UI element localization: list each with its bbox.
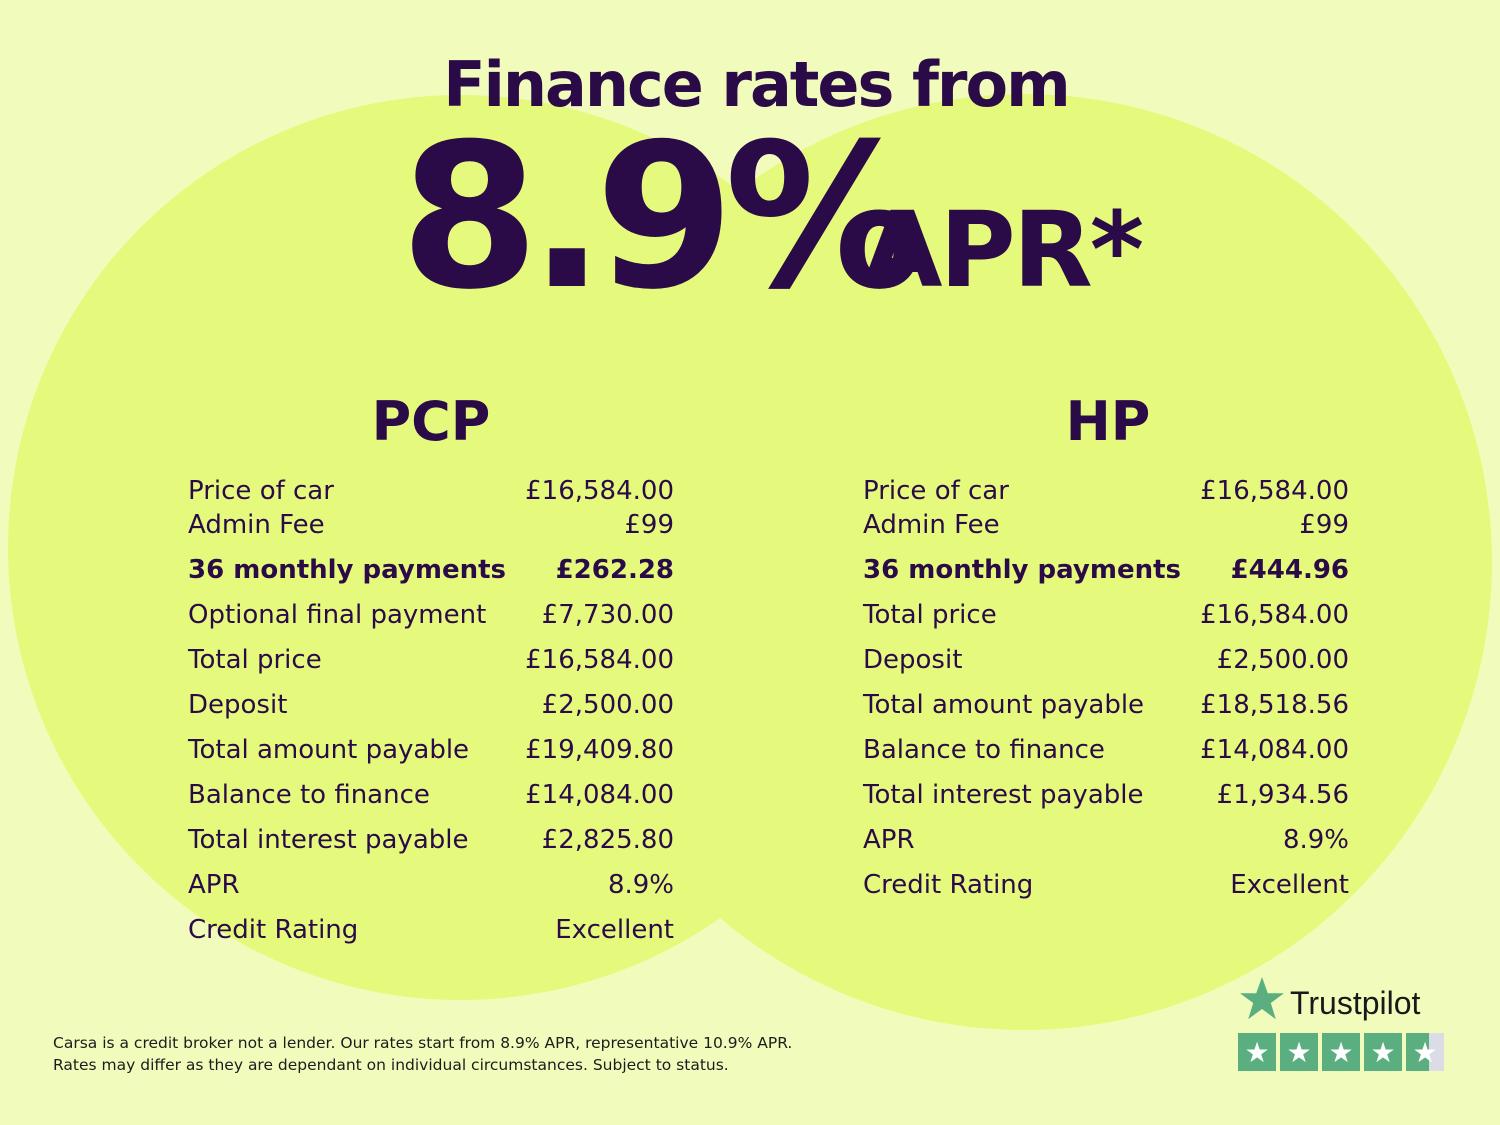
rating-star-icon: ★: [1238, 1033, 1276, 1071]
rate-value: 8.9%: [400, 101, 925, 334]
row-value: £19,409.80: [525, 735, 674, 765]
table-row: Total amount payable £19,409.80: [188, 735, 674, 780]
pcp-title: PCP: [371, 390, 491, 453]
row-label: Total price: [188, 645, 322, 675]
row-value: 8.9%: [607, 870, 674, 900]
row-label: Admin Fee: [863, 510, 1000, 540]
row-value: £7,730.00: [541, 600, 674, 630]
row-label: Total amount payable: [863, 690, 1145, 720]
table-row: Deposit £2,500.00: [188, 690, 674, 735]
row-label: 36 monthly payments: [863, 555, 1181, 585]
row-value: £18,518.56: [1200, 690, 1349, 720]
row-value: £16,584.00: [525, 645, 674, 675]
row-label: APR: [188, 870, 240, 900]
row-label: Total interest payable: [188, 825, 469, 855]
table-row: Balance to finance £14,084.00: [863, 735, 1349, 780]
row-value: £14,084.00: [525, 780, 674, 810]
row-label: Total price: [863, 600, 997, 630]
table-row: Total price £16,584.00: [863, 600, 1349, 645]
row-label: Deposit: [188, 690, 288, 720]
trustpilot-star-icon: [1240, 977, 1284, 1020]
row-value: £16,584.00: [1200, 600, 1349, 630]
rate-suffix: APR*: [862, 189, 1144, 311]
rating-star-icon: ★: [1364, 1033, 1402, 1071]
headline: Finance rates from: [443, 48, 1070, 121]
row-value: £262.28: [555, 555, 674, 585]
table-row: APR 8.9%: [188, 870, 674, 915]
row-label: Credit Rating: [188, 915, 359, 945]
row-value: 8.9%: [1282, 825, 1349, 855]
row-value: £14,084.00: [1200, 735, 1349, 765]
rating-star-icon: ★: [1322, 1033, 1360, 1071]
row-value: £99: [1299, 510, 1349, 540]
decor-circle-right: [556, 94, 1492, 1030]
row-value: £2,825.80: [541, 825, 674, 855]
row-label: 36 monthly payments: [188, 555, 506, 585]
row-label: Optional final payment: [188, 600, 487, 630]
row-label: Total interest payable: [863, 780, 1144, 810]
table-row: Price of car £16,584.00: [863, 476, 1349, 510]
table-row: Price of car £16,584.00: [188, 476, 674, 510]
row-label: Balance to finance: [188, 780, 430, 810]
disclaimer-line: Carsa is a credit broker not a lender. O…: [53, 1034, 793, 1052]
table-row: Admin Fee £99: [863, 510, 1349, 555]
hp-title: HP: [1065, 390, 1151, 453]
row-label: Deposit: [863, 645, 963, 675]
pcp-table: Price of car £16,584.00 Admin Fee £99 36 mon…: [188, 476, 674, 960]
row-value: £99: [624, 510, 674, 540]
table-row: Admin Fee £99: [188, 510, 674, 555]
rating-star-icon: ★: [1406, 1033, 1444, 1071]
disclaimer: Carsa is a credit broker not a lender. O…: [53, 1032, 792, 1076]
table-row: Optional final payment £7,730.00: [188, 600, 674, 645]
row-label: Price of car: [863, 476, 1009, 506]
table-row: Total interest payable £1,934.56: [863, 780, 1349, 825]
table-row: Total amount payable £18,518.56: [863, 690, 1349, 735]
table-row: APR 8.9%: [863, 825, 1349, 870]
row-label: Credit Rating: [863, 870, 1034, 900]
table-row: Balance to finance £14,084.00: [188, 780, 674, 825]
row-value: £2,500.00: [541, 690, 674, 720]
trustpilot-badge[interactable]: Trustpilot ★ ★ ★ ★ ★: [1238, 975, 1444, 1071]
row-label: Balance to finance: [863, 735, 1105, 765]
row-value: £16,584.00: [525, 476, 674, 506]
hp-table: Price of car £16,584.00 Admin Fee £99 36 mon…: [863, 476, 1349, 915]
table-row: Total price £16,584.00: [188, 645, 674, 690]
row-value: Excellent: [1230, 870, 1349, 900]
row-value: £2,500.00: [1216, 645, 1349, 675]
table-row: 36 monthly payments £444.96: [863, 555, 1349, 600]
row-value: £444.96: [1230, 555, 1349, 585]
trustpilot-name: Trustpilot: [1290, 985, 1421, 1021]
table-row: Credit Rating Excellent: [863, 870, 1349, 915]
row-value: Excellent: [555, 915, 674, 945]
table-row: 36 monthly payments £262.28: [188, 555, 674, 600]
rating-star-icon: ★: [1280, 1033, 1318, 1071]
row-label: Total amount payable: [188, 735, 470, 765]
trustpilot-rating: ★ ★ ★ ★ ★: [1238, 1033, 1444, 1071]
table-row: Credit Rating Excellent: [188, 915, 674, 960]
row-value: £1,934.56: [1216, 780, 1349, 810]
row-label: APR: [863, 825, 915, 855]
row-label: Price of car: [188, 476, 334, 506]
row-label: Admin Fee: [188, 510, 325, 540]
disclaimer-line: Rates may differ as they are dependant o…: [53, 1056, 729, 1074]
table-row: Deposit £2,500.00: [863, 645, 1349, 690]
table-row: Total interest payable £2,825.80: [188, 825, 674, 870]
row-value: £16,584.00: [1200, 476, 1349, 506]
